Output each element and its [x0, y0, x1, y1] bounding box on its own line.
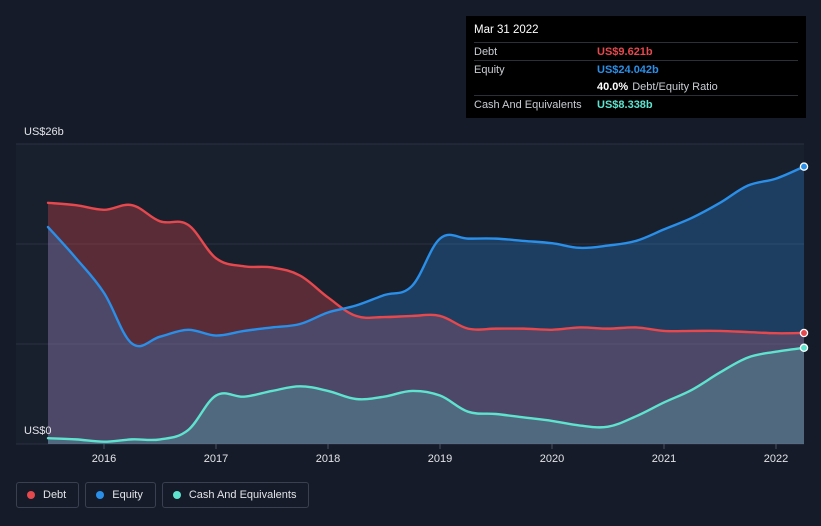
y-axis-bottom-label: US$0	[24, 425, 52, 437]
series-endpoints	[799, 162, 809, 353]
tooltip-panel: Mar 31 2022 Debt US$9.621b Equity US$24.…	[466, 16, 806, 118]
tooltip-ratio-value: 40.0%	[597, 80, 629, 93]
line-equity	[46, 165, 806, 348]
x-tick-label-2016: 2016	[92, 453, 116, 465]
legend-label-cash: Cash And Equivalents	[188, 489, 297, 501]
tooltip-equity-label: Equity	[474, 63, 505, 76]
tooltip-debt-value: US$9.621b	[597, 45, 653, 58]
area-equity	[48, 166, 804, 445]
tooltip-row-ratio: 40.0% Debt/Equity Ratio	[474, 78, 798, 95]
area-cash-and-equivalents	[48, 347, 804, 444]
legend-item-cash[interactable]: Cash And Equivalents	[161, 482, 310, 508]
line-debt	[46, 201, 806, 335]
area-debt	[48, 202, 804, 444]
plot-background	[16, 144, 804, 444]
legend-item-debt[interactable]: Debt	[16, 482, 80, 508]
legend-label-equity: Equity	[112, 489, 143, 501]
endpoint-cash-and-equivalents	[799, 343, 809, 353]
x-axis-ticks: 2016 2017 2018 2019 2020 2021 2022	[92, 444, 788, 465]
tooltip-cash-value: US$8.338b	[597, 98, 653, 111]
legend-item-equity[interactable]: Equity	[85, 482, 156, 508]
tooltip-row-debt: Debt US$9.621b	[474, 42, 798, 60]
series-lines	[46, 165, 806, 443]
endpoint-debt	[799, 328, 809, 338]
x-tick-label-2020: 2020	[540, 453, 564, 465]
x-tick-label-2018: 2018	[316, 453, 340, 465]
tooltip-equity-value: US$24.042b	[597, 63, 659, 76]
tooltip-row-cash: Cash And Equivalents US$8.338b	[474, 95, 798, 113]
x-tick-label-2021: 2021	[652, 453, 676, 465]
line-cash-and-equivalents	[46, 346, 806, 443]
legend: Debt Equity Cash And Equivalents	[16, 482, 310, 508]
x-tick-label-2017: 2017	[204, 453, 228, 465]
x-tick-label-2022: 2022	[764, 453, 788, 465]
tooltip-row-equity: Equity US$24.042b	[474, 60, 798, 78]
tooltip-cash-label: Cash And Equivalents	[474, 98, 582, 111]
legend-dot-equity-icon	[96, 491, 105, 499]
endpoint-equity	[799, 162, 809, 171]
legend-label-debt: Debt	[43, 489, 67, 501]
y-axis-top-label: US$26b	[24, 126, 64, 138]
series-areas	[48, 166, 804, 445]
x-tick-label-2019: 2019	[428, 453, 452, 465]
legend-dot-debt-icon	[27, 491, 35, 499]
tooltip-date: Mar 31 2022	[474, 24, 539, 36]
tooltip-ratio-label: Debt/Equity Ratio	[632, 80, 718, 93]
tooltip-debt-label: Debt	[474, 45, 498, 58]
legend-dot-cash-icon	[172, 491, 181, 499]
